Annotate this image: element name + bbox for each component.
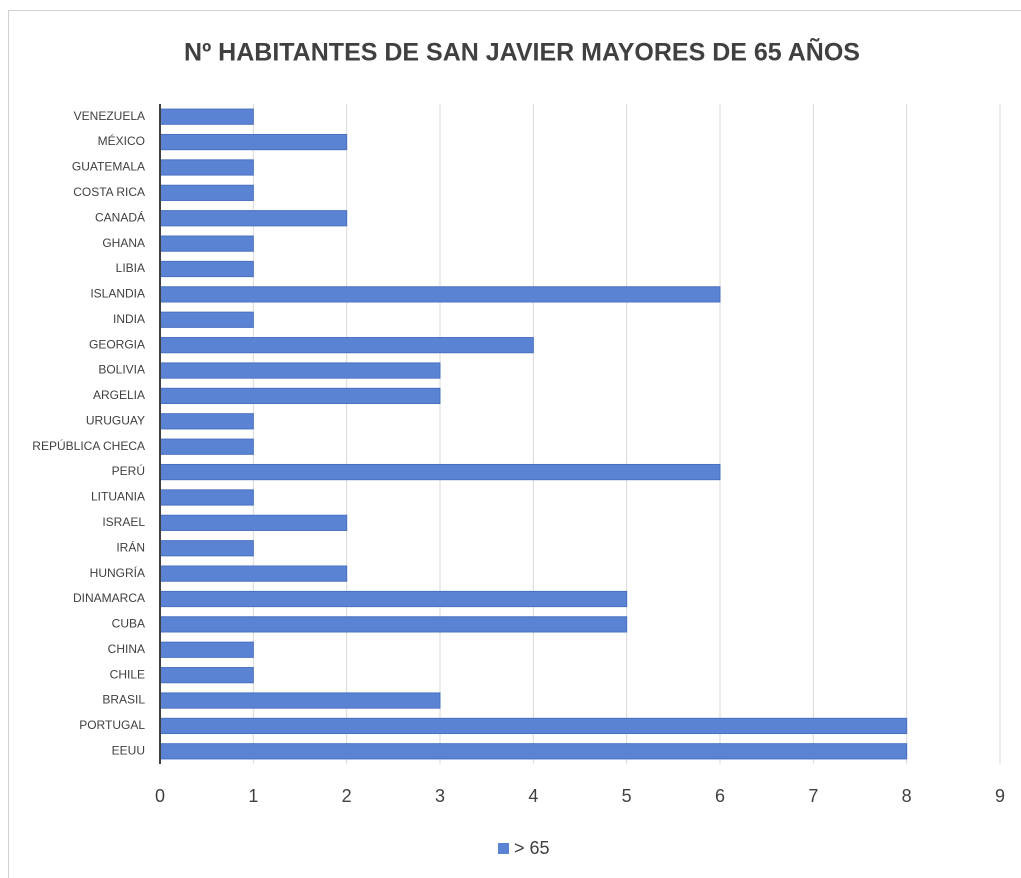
x-tick-label: 7 [808,786,818,806]
y-tick-label: REPÚBLICA CHECA [32,438,145,453]
y-tick-label: CHINA [108,642,145,656]
bar [159,463,721,481]
bar [159,235,254,252]
bar [159,413,254,430]
x-tick-label: 2 [342,786,352,806]
x-tick-label: 8 [902,786,912,806]
bar [159,692,441,709]
x-tick-label: 9 [995,786,1005,806]
bar [159,514,348,531]
bar [159,286,721,303]
x-tick-label: 6 [715,786,725,806]
y-tick-label: CANADÁ [95,209,145,224]
y-tick-label: ISRAEL [102,515,145,529]
y-tick-label: GHANA [102,236,145,250]
y-tick-label: VENEZUELA [74,109,145,123]
y-tick-label: MÉXICO [98,133,145,148]
y-tick-label: DINAMARCA [73,591,145,605]
legend-swatch [498,843,509,854]
bar [159,489,254,506]
y-tick-label: BRASIL [102,693,145,707]
bar [159,641,254,658]
bar [159,717,908,735]
y-tick-label: LIBIA [116,261,145,275]
chart-title: Nº HABITANTES DE SAN JAVIER MAYORES DE 6… [184,37,860,67]
y-tick-label: GUATEMALA [72,160,145,174]
bar [159,210,348,227]
bar [159,184,254,201]
bar [159,438,254,455]
y-tick-label: CHILE [110,667,145,681]
bar [159,159,254,176]
y-tick-label: BOLIVIA [98,363,145,377]
y-tick-label: INDIA [113,312,145,326]
y-tick-label: PORTUGAL [79,718,145,732]
bar [159,667,254,684]
y-tick-label: CUBA [112,617,145,631]
x-tick-label: 3 [435,786,445,806]
bar [159,133,348,151]
y-tick-label: COSTA RICA [73,185,145,199]
x-tick-label: 0 [155,786,165,806]
bar [159,590,628,608]
y-tick-label: PERÚ [112,463,145,478]
bar [159,540,254,557]
bar [159,260,254,278]
bar [159,387,441,405]
bar [159,565,348,582]
y-tick-label: ARGELIA [93,388,145,402]
y-tick-label: EEUU [112,743,145,757]
bar [159,108,254,125]
x-tick-label: 5 [622,786,632,806]
x-tick-label: 1 [248,786,258,806]
bar [159,616,628,633]
bar [159,337,534,354]
y-tick-label: LITUANIA [91,490,145,504]
legend-label: > 65 [514,838,550,858]
y-tick-label: HUNGRÍA [90,565,145,580]
y-tick-label: ISLANDIA [90,287,145,301]
y-tick-label: IRÁN [116,539,145,554]
bar [159,362,441,379]
x-tick-label: 4 [528,786,538,806]
bar [159,743,908,760]
bar [159,311,254,328]
y-tick-label: GEORGIA [89,337,145,351]
y-tick-label: URUGUAY [86,413,145,427]
